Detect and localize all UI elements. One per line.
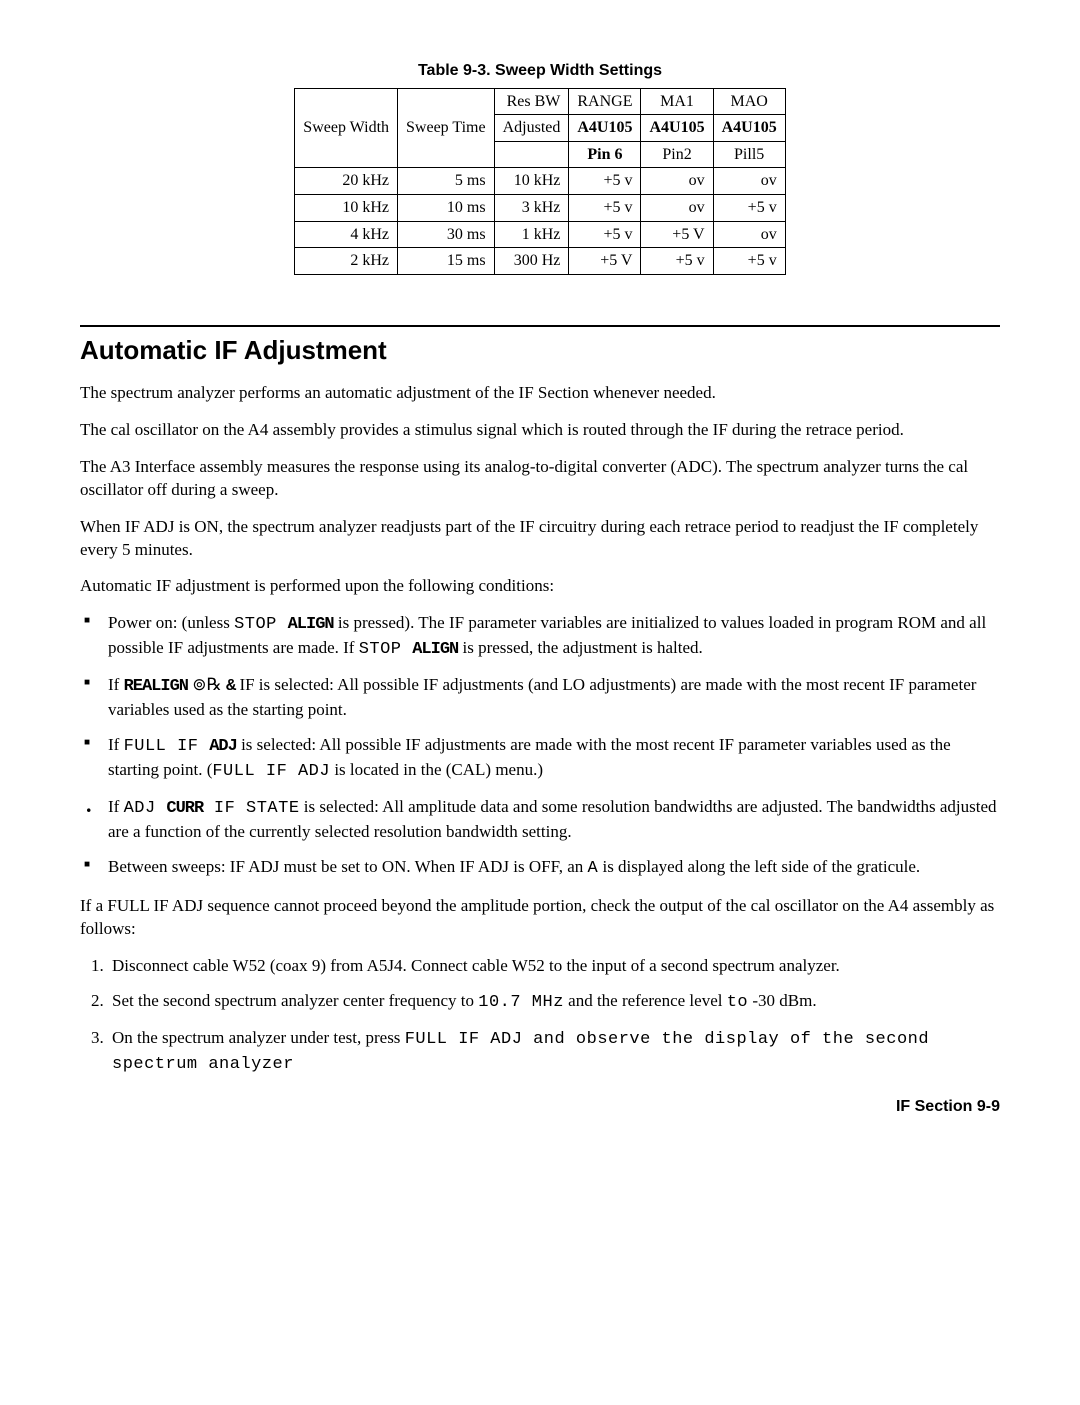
list-item: On the spectrum analyzer under test, pre… [108,1027,1000,1077]
text: Disconnect cable W52 (coax 9) from [112,956,367,975]
cell: 10 kHz [494,168,569,195]
section-heading: Automatic IF Adjustment [80,333,1000,368]
table-row: 10 kHz 10 ms 3 kHz +5 v ov +5 v [295,194,785,221]
para: The spectrum analyzer performs an automa… [80,382,1000,405]
th-range: RANGE [569,88,641,115]
th-pin6: Pin 6 [569,141,641,168]
cell: +5 V [569,248,641,275]
cell: 4 kHz [295,221,398,248]
cell: 10 ms [398,194,495,221]
text: is located in the (CAL) menu.) [330,760,543,779]
cell: 300 Hz [494,248,569,275]
page-footer: IF Section 9-9 [80,1096,1000,1118]
text: Between sweeps: IF ADJ must be set to ON… [108,857,588,876]
th-pin2: Pin2 [641,141,713,168]
para: When IF ADJ is ON, the spectrum analyzer… [80,516,1000,562]
th-a4u105-1: A4U105 [569,115,641,142]
text: If [108,675,124,694]
list-item: If REALIGN ⊚℞ & IF is selected: All poss… [80,674,1000,722]
th-empty [494,141,569,168]
list-item: Set the second spectrum analyzer center … [108,990,1000,1015]
cell: +5 v [569,194,641,221]
list-item: If ADJ CURR IF STATE is selected: All am… [80,796,1000,844]
cell: 15 ms [398,248,495,275]
code: 10.7 MHz [478,993,564,1012]
cell: 3 kHz [494,194,569,221]
cell: +5 v [569,221,641,248]
th-a4u105-2: A4U105 [641,115,713,142]
cell: +5 v [569,168,641,195]
text: IF is selected: All possible IF adjustme… [108,675,976,719]
cell: ov [641,194,713,221]
code-bold: ALIGN [288,615,334,634]
cell: ov [713,168,785,195]
th-sweep-width: Sweep Width [295,88,398,168]
code-bold: ADJ [209,737,237,756]
cell: 30 ms [398,221,495,248]
code: FULL IF ADJ [212,762,330,781]
cell: +5 v [641,248,713,275]
bullet-list: Power on: (unless STOP ALIGN is pressed)… [80,612,1000,880]
code: STOP [359,640,413,659]
text: Power on: (unless [108,613,234,632]
code: A [588,859,599,878]
sweep-table: Sweep Width Sweep Time Res BW RANGE MA1 … [294,88,785,275]
cell: 10 kHz [295,194,398,221]
cell: ov [641,168,713,195]
text: is displayed along the left side of the … [598,857,920,876]
list-item: Between sweeps: IF ADJ must be set to ON… [80,856,1000,881]
cell: 2 kHz [295,248,398,275]
para: The cal oscillator on the A4 assembly pr… [80,419,1000,442]
text: On the spectrum analyzer under test, pre… [112,1028,405,1047]
cell: +5 v [713,248,785,275]
text: If [108,735,124,754]
numbered-list: Disconnect cable W52 (coax 9) from A5J4.… [80,955,1000,1077]
table-caption: Table 9-3. Sweep Width Settings [80,60,1000,82]
cell: +5 v [713,194,785,221]
text: ⊚℞ [188,675,226,694]
th-adjusted: Adjusted [494,115,569,142]
text: A5J4. [367,956,407,975]
code: STOP [234,615,288,634]
text: is pressed, the adjustment is halted. [458,638,703,657]
list-item: Disconnect cable W52 (coax 9) from A5J4.… [108,955,1000,978]
th-a4u105-3: A4U105 [713,115,785,142]
th-mao: MAO [713,88,785,115]
cell: 5 ms [398,168,495,195]
text: Set the second spectrum analyzer center … [112,991,478,1010]
code-bold: ALIGN [412,640,458,659]
code: to [727,993,748,1012]
para: If a FULL IF ADJ sequence cannot proceed… [80,895,1000,941]
text: -30 [748,991,779,1010]
th-pill5: Pill5 [713,141,785,168]
code: ADJ [124,799,167,818]
th-ma1: MA1 [641,88,713,115]
cell: 1 kHz [494,221,569,248]
para: Automatic IF adjustment is performed upo… [80,575,1000,598]
table-row: 4 kHz 30 ms 1 kHz +5 v +5 V ov [295,221,785,248]
list-item: If FULL IF ADJ is selected: All possible… [80,734,1000,784]
code: FULL IF [124,737,210,756]
code-bold: REALIGN [124,677,188,696]
cell: 20 kHz [295,168,398,195]
table-row: 2 kHz 15 ms 300 Hz +5 V +5 v +5 v [295,248,785,275]
section-rule [80,325,1000,327]
text: If [108,797,124,816]
table-row: 20 kHz 5 ms 10 kHz +5 v ov ov [295,168,785,195]
code-bold: CURR [166,799,203,818]
para: The A3 Interface assembly measures the r… [80,456,1000,502]
th-res-bw: Res BW [494,88,569,115]
cell: +5 V [641,221,713,248]
text: and the reference level [564,991,727,1010]
cell: ov [713,221,785,248]
code: IF STATE [203,799,299,818]
text: dBm. [779,991,816,1010]
list-item: Power on: (unless STOP ALIGN is pressed)… [80,612,1000,662]
text: Connect cable W52 to the input of a seco… [407,956,840,975]
code-bold: & [226,677,235,696]
th-sweep-time: Sweep Time [398,88,495,168]
